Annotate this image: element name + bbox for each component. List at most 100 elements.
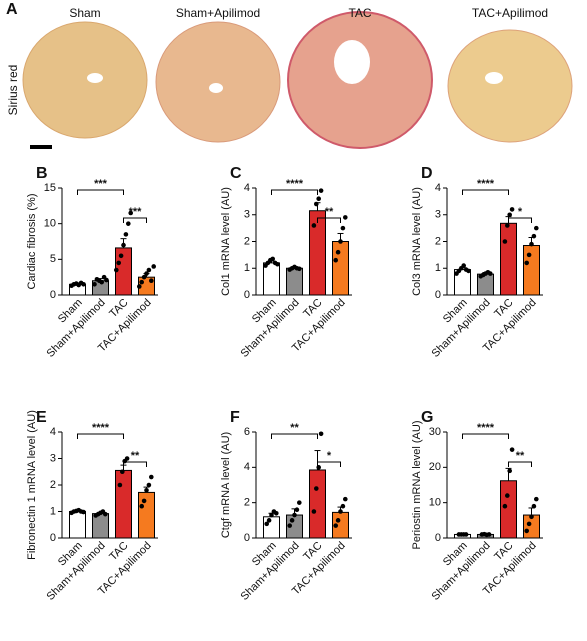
lumen (485, 72, 503, 84)
y-tick-label: 30 (429, 426, 441, 438)
panel-label: G (421, 409, 433, 426)
data-point (118, 253, 124, 259)
data-point (149, 278, 154, 284)
data-point (343, 215, 348, 220)
data-point (137, 284, 142, 289)
y-tick-label: 4 (244, 182, 250, 194)
data-point (335, 518, 341, 523)
data-point (99, 279, 104, 285)
data-point (294, 507, 300, 513)
panel-label: F (230, 409, 240, 426)
significance-label: ** (131, 450, 140, 462)
bar (286, 267, 303, 296)
bar (332, 241, 349, 296)
significance-label: ** (325, 206, 334, 218)
significance-label: * (518, 206, 523, 218)
panel-label: D (421, 165, 433, 182)
y-axis-label: Periostin mRNA level (AU) (411, 421, 423, 550)
bar (309, 210, 326, 296)
significance-label: *** (94, 178, 108, 190)
data-point (266, 518, 272, 523)
data-point (274, 510, 279, 516)
lumen (87, 73, 103, 83)
data-point (81, 509, 86, 515)
data-point (318, 188, 324, 193)
y-tick-label: 6 (244, 426, 250, 438)
data-point (507, 468, 512, 474)
data-point (116, 260, 121, 266)
significance-bracket (317, 217, 341, 223)
y-tick-label: 4 (244, 461, 250, 473)
data-point (146, 267, 152, 273)
y-tick-label: 1 (50, 505, 56, 517)
data-point (534, 496, 539, 502)
data-point (81, 282, 86, 287)
y-tick-label: 3 (50, 452, 56, 464)
bar (500, 480, 517, 539)
panel-label: C (230, 165, 242, 182)
data-point (123, 232, 129, 237)
y-tick-label: 2 (244, 235, 250, 247)
data-point (120, 469, 125, 475)
significance-label: ** (516, 450, 525, 462)
bar (263, 516, 280, 539)
data-point (333, 523, 339, 528)
y-axis-label: Ctgf mRNA level (AU) (220, 432, 232, 538)
data-point (318, 431, 324, 437)
panel-label: E (36, 409, 47, 426)
stain-label: Sirius red (6, 65, 20, 116)
data-point (502, 503, 508, 509)
y-axis-label: Col3 mRNA level (AU) (411, 187, 423, 296)
data-point (124, 456, 130, 461)
y-tick-label: 10 (44, 218, 56, 230)
data-point (314, 486, 319, 491)
y-tick-label: 0 (244, 532, 250, 544)
data-point (269, 512, 274, 518)
data-point (297, 266, 302, 272)
data-point (534, 225, 539, 231)
data-point (126, 221, 131, 226)
y-axis-label: Cardiac fibrosis (%) (26, 194, 38, 290)
y-tick-label: 15 (44, 182, 56, 194)
data-point (333, 257, 339, 263)
y-tick-label: 1 (435, 262, 441, 274)
data-point (264, 521, 270, 527)
data-point (121, 242, 126, 248)
bar (500, 222, 517, 296)
significance-bracket (271, 433, 318, 439)
data-point (275, 261, 280, 267)
data-point (529, 514, 534, 520)
data-point (466, 268, 471, 274)
data-point (311, 509, 317, 514)
data-point (314, 201, 319, 207)
y-tick-label: 0 (50, 532, 56, 544)
y-axis-label: Fibronectin 1 mRNA level (AU) (26, 410, 38, 560)
data-point (289, 518, 295, 523)
significance-bracket (77, 433, 124, 439)
section-image (22, 21, 148, 139)
y-tick-label: 1 (244, 262, 250, 274)
bar (309, 469, 326, 539)
data-point (526, 521, 532, 527)
data-point (488, 271, 493, 276)
significance-bracket (317, 461, 341, 467)
data-point (531, 233, 537, 239)
data-point (287, 523, 293, 528)
significance-label: **** (92, 422, 110, 434)
y-tick-label: 0 (435, 532, 441, 544)
significance-bracket (462, 189, 509, 195)
y-tick-label: 3 (244, 209, 250, 221)
data-point (149, 474, 154, 480)
data-point (463, 532, 469, 537)
data-point (524, 528, 529, 534)
data-point (144, 488, 149, 493)
scale-bar (30, 145, 52, 149)
y-tick-label: 10 (429, 497, 441, 509)
bar (69, 511, 86, 539)
y-tick-label: 2 (244, 497, 250, 509)
lumen (334, 40, 370, 84)
section-image (155, 21, 281, 143)
y-tick-label: 2 (435, 235, 441, 247)
significance-bracket (123, 461, 147, 467)
y-tick-label: 0 (50, 289, 56, 301)
